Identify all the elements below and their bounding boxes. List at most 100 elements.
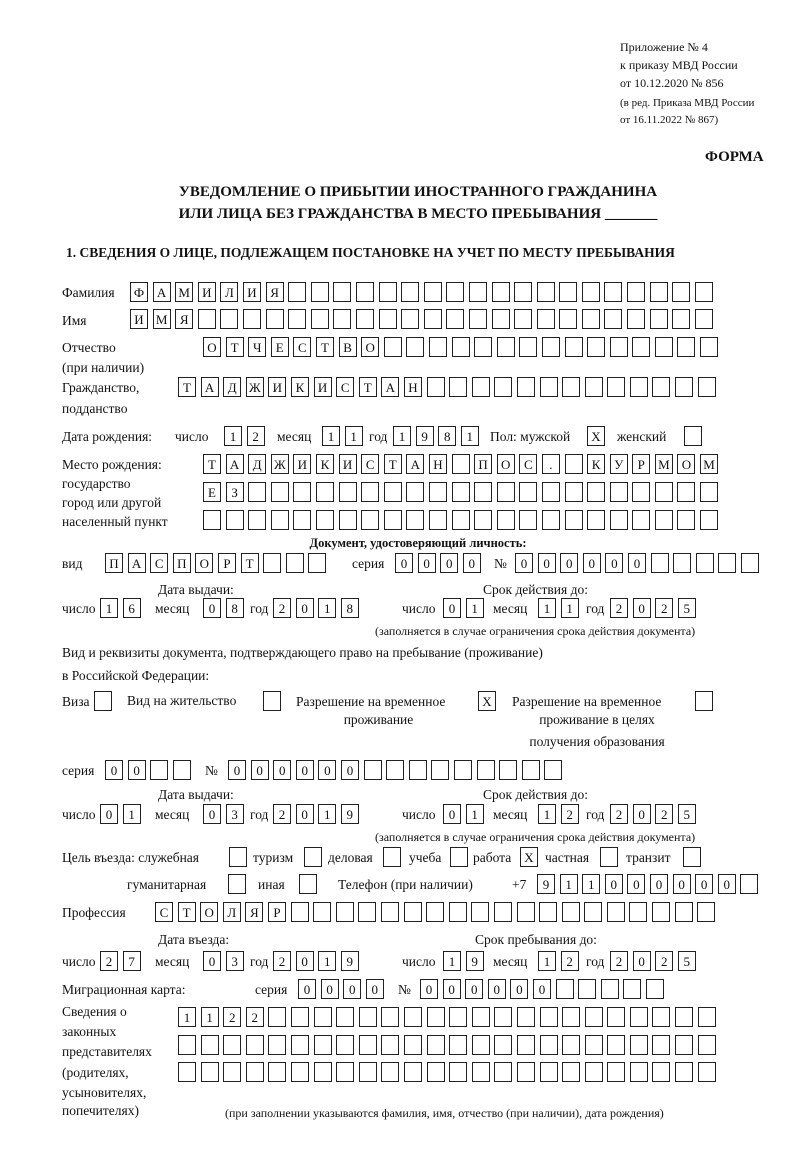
char-box[interactable]	[600, 979, 619, 999]
char-box[interactable]	[406, 337, 425, 357]
char-box[interactable]	[627, 309, 646, 329]
char-box[interactable]	[675, 1035, 694, 1055]
char-box[interactable]: 2	[273, 598, 291, 618]
char-box[interactable]: 1	[465, 598, 484, 618]
char-box[interactable]: Л	[222, 902, 241, 922]
char-box[interactable]	[451, 510, 470, 530]
char-box[interactable]: 0	[627, 553, 646, 573]
char-box[interactable]: И	[268, 377, 287, 397]
char-box[interactable]	[697, 902, 716, 922]
char-box[interactable]	[516, 1035, 535, 1055]
char-box[interactable]: 0	[632, 598, 651, 618]
char-box[interactable]: 2	[273, 804, 291, 824]
char-box[interactable]	[449, 377, 468, 397]
char-box[interactable]	[403, 1007, 422, 1027]
char-box[interactable]: И	[293, 454, 312, 474]
char-box[interactable]: 0	[420, 979, 438, 999]
char-box[interactable]: 0	[343, 979, 362, 999]
char-box[interactable]: А	[127, 553, 146, 573]
char-box[interactable]: 8	[225, 598, 244, 618]
checkbox[interactable]	[683, 847, 701, 867]
char-box[interactable]	[268, 1062, 287, 1082]
char-box[interactable]	[675, 377, 694, 397]
char-box[interactable]	[285, 553, 304, 573]
char-box[interactable]: 0	[582, 553, 601, 573]
char-box[interactable]	[697, 1007, 716, 1027]
char-box[interactable]	[697, 377, 716, 397]
char-box[interactable]	[336, 1035, 355, 1055]
char-box[interactable]: С	[155, 902, 173, 922]
checkbox[interactable]	[229, 847, 247, 867]
char-box[interactable]	[293, 510, 312, 530]
char-box[interactable]: 9	[465, 951, 484, 971]
char-box[interactable]	[381, 1035, 400, 1055]
char-box[interactable]	[650, 553, 669, 573]
char-box[interactable]	[519, 482, 538, 502]
char-box[interactable]: О	[203, 337, 221, 357]
char-box[interactable]: 0	[560, 553, 579, 573]
char-box[interactable]	[606, 902, 625, 922]
char-box[interactable]: 0	[340, 760, 359, 780]
char-box[interactable]	[562, 377, 581, 397]
char-box[interactable]: Т	[383, 454, 402, 474]
char-box[interactable]: 1	[538, 951, 556, 971]
char-box[interactable]	[562, 1035, 581, 1055]
char-box[interactable]	[695, 553, 714, 573]
char-box[interactable]	[740, 874, 759, 894]
char-box[interactable]: 1	[393, 426, 411, 446]
char-box[interactable]	[315, 510, 334, 530]
char-box[interactable]	[268, 1007, 287, 1027]
char-box[interactable]	[539, 1035, 558, 1055]
char-box[interactable]: 1	[318, 951, 337, 971]
char-box[interactable]	[627, 282, 646, 302]
char-box[interactable]: П	[105, 553, 123, 573]
char-box[interactable]: 0	[203, 598, 221, 618]
char-box[interactable]	[629, 1007, 648, 1027]
char-box[interactable]	[649, 309, 668, 329]
char-box[interactable]	[539, 377, 558, 397]
char-box[interactable]: 9	[537, 874, 555, 894]
char-box[interactable]	[358, 1062, 377, 1082]
char-box[interactable]	[496, 510, 515, 530]
char-box[interactable]: Т	[178, 377, 196, 397]
char-box[interactable]: Т	[225, 337, 244, 357]
char-box[interactable]	[584, 902, 603, 922]
char-box[interactable]	[423, 282, 442, 302]
char-box[interactable]: С	[336, 377, 355, 397]
char-box[interactable]	[491, 309, 510, 329]
char-box[interactable]: 0	[318, 760, 337, 780]
char-box[interactable]	[474, 337, 493, 357]
char-box[interactable]	[428, 510, 447, 530]
char-box[interactable]	[539, 902, 558, 922]
char-box[interactable]: С	[150, 553, 169, 573]
char-box[interactable]: 2	[610, 804, 628, 824]
char-box[interactable]	[453, 760, 472, 780]
char-box[interactable]	[471, 1007, 490, 1027]
char-box[interactable]	[333, 309, 352, 329]
char-box[interactable]: 0	[298, 979, 316, 999]
char-box[interactable]	[270, 482, 289, 502]
char-box[interactable]: 2	[273, 951, 291, 971]
char-box[interactable]	[697, 1062, 716, 1082]
char-box[interactable]	[677, 482, 696, 502]
char-box[interactable]	[200, 1035, 219, 1055]
char-box[interactable]: 0	[649, 874, 668, 894]
char-box[interactable]	[471, 1062, 490, 1082]
char-box[interactable]	[451, 454, 470, 474]
char-box[interactable]	[584, 1062, 603, 1082]
char-box[interactable]: 9	[340, 804, 359, 824]
char-box[interactable]	[654, 510, 673, 530]
char-box[interactable]	[338, 482, 357, 502]
char-box[interactable]	[607, 1007, 626, 1027]
char-box[interactable]	[541, 337, 560, 357]
char-box[interactable]	[674, 902, 693, 922]
char-box[interactable]	[248, 510, 267, 530]
char-box[interactable]	[313, 1007, 332, 1027]
char-box[interactable]: А	[225, 454, 244, 474]
char-box[interactable]	[468, 309, 487, 329]
char-box[interactable]: Н	[428, 454, 447, 474]
char-box[interactable]: 0	[632, 804, 651, 824]
char-box[interactable]	[333, 282, 352, 302]
char-box[interactable]	[248, 482, 267, 502]
char-box[interactable]	[623, 979, 642, 999]
